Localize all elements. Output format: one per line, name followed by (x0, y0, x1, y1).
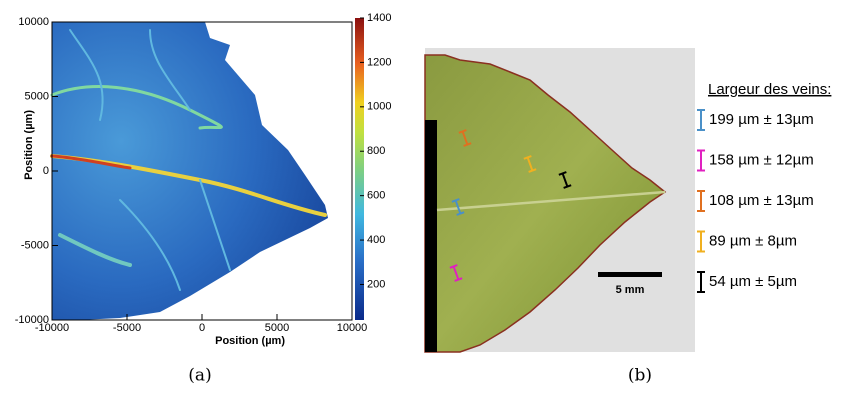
legend-entry: 54 µm ± 5µm (709, 273, 797, 290)
legend-marker (697, 190, 705, 212)
colorbar-tick-label: 1400 (367, 12, 391, 24)
vein-marker (523, 155, 537, 173)
leaf (424, 54, 667, 353)
y-tick-label: 0 (43, 165, 49, 177)
x-tick-label: 5000 (265, 322, 289, 334)
legend-marker (697, 271, 705, 293)
colorbar-tick-label: 800 (367, 145, 385, 157)
heatmap-veins (50, 29, 327, 291)
x-tick-label: -5000 (113, 322, 141, 334)
scale-bar (598, 272, 662, 277)
legend-marker (697, 109, 705, 131)
photo-edge (425, 120, 437, 352)
x-axis-label: Position (µm) (215, 335, 285, 347)
y-tick-label: -10000 (15, 314, 49, 326)
caption: (a) (188, 366, 211, 386)
leaf-midrib (436, 190, 666, 212)
vein-marker (458, 129, 472, 147)
vein-marker (449, 264, 463, 282)
colorbar-tick-label: 200 (367, 278, 385, 290)
vein-marker (451, 198, 465, 216)
y-axis-label: Position (µm) (23, 110, 35, 180)
colorbar-tick-label: 1200 (367, 56, 391, 68)
legend-entry: 108 µm ± 13µm (709, 192, 814, 209)
legend-entry: 199 µm ± 13µm (709, 111, 814, 128)
colorbar-tick-label: 1000 (367, 101, 391, 113)
colorbar-tick-label: 600 (367, 190, 385, 202)
legend-marker (697, 149, 705, 172)
vein-marker (558, 171, 572, 189)
x-tick-label: 0 (199, 322, 205, 334)
x-tick-label: 10000 (337, 322, 368, 334)
legend-entry: 158 µm ± 12µm (709, 151, 814, 168)
colorbar (355, 18, 364, 320)
scale-bar-label: 5 mm (616, 284, 645, 296)
legend-title: Largeur des veins: (708, 81, 831, 98)
y-tick-label: 10000 (18, 16, 49, 28)
heatmap (52, 22, 328, 320)
y-tick-label: -5000 (21, 239, 49, 251)
y-tick-label: 5000 (25, 90, 49, 102)
x-tick-label: -10000 (35, 322, 69, 334)
colorbar-tick-label: 400 (367, 234, 385, 246)
legend-marker (697, 230, 705, 253)
legend-entry: 89 µm ± 8µm (709, 232, 797, 249)
caption: (b) (628, 366, 652, 386)
